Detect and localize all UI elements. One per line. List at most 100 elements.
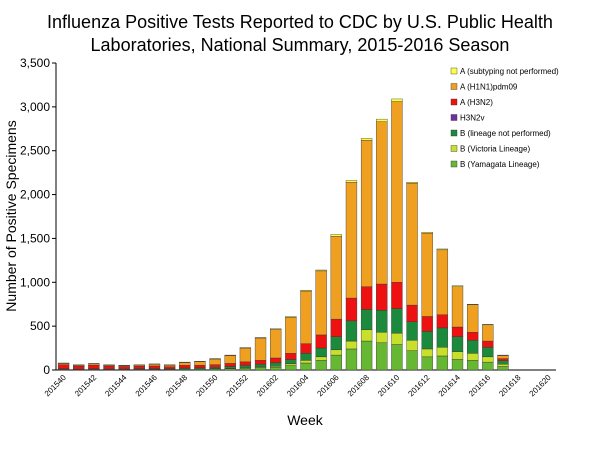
- bar-segment: [451, 285, 464, 287]
- bar-segment: [436, 314, 449, 329]
- bar-segment: [315, 360, 327, 371]
- chart-title: Laboratories, National Summary, 2015-201…: [91, 35, 510, 55]
- bar-segment: [360, 139, 373, 287]
- x-axis-title: Week: [287, 412, 324, 428]
- bar-segment: [345, 180, 358, 183]
- bar-segment: [330, 349, 342, 356]
- bar-segment: [406, 321, 418, 341]
- bar-segment: [360, 286, 373, 310]
- bar-segment: [270, 362, 282, 367]
- bar-segment: [194, 361, 206, 366]
- legend-swatch: [450, 83, 458, 90]
- bar-segment: [391, 332, 403, 345]
- bar-segment: [300, 362, 312, 371]
- bar-segment: [421, 316, 433, 332]
- bar-segment: [497, 366, 509, 371]
- bar-segment: [330, 354, 342, 371]
- bar-segment: [285, 359, 297, 365]
- bar-segment: [497, 360, 509, 365]
- bar-segment: [406, 304, 418, 322]
- bar-segment: [406, 350, 418, 371]
- bar-segment: [239, 347, 252, 363]
- y-tick-label: 3,000: [20, 100, 50, 114]
- bar-segment: [209, 358, 221, 365]
- legend-label: B (lineage not performed): [460, 129, 551, 138]
- y-tick-label: 0: [43, 363, 50, 377]
- bar-segment: [421, 232, 433, 317]
- bar-segment: [436, 355, 449, 371]
- bar-segment: [436, 346, 449, 357]
- legend-label: B (Victoria Lineage): [460, 145, 530, 154]
- bar-segment: [194, 364, 206, 369]
- bar-segment: [254, 364, 267, 368]
- bar-segment: [436, 249, 449, 315]
- bar-segment: [300, 353, 312, 361]
- bar-segment: [451, 326, 464, 337]
- bar-segment: [300, 343, 312, 354]
- bar-segment: [467, 339, 479, 354]
- y-axis-title: Number of Positive Specimens: [3, 120, 19, 311]
- bar-segment: [133, 366, 145, 369]
- bar-segment: [391, 344, 403, 371]
- bar-segment: [421, 356, 433, 371]
- bar-segment: [270, 357, 282, 364]
- bar-segment: [163, 364, 176, 367]
- bar-segment: [406, 182, 418, 184]
- bar-segment: [285, 365, 297, 371]
- bar-segment: [451, 336, 464, 352]
- bar-segment: [179, 365, 191, 369]
- bar-segment: [467, 304, 479, 333]
- bar-segment: [391, 98, 403, 102]
- bar-segment: [254, 337, 267, 361]
- bar-segment: [73, 365, 85, 370]
- legend-swatch: [450, 114, 458, 121]
- bar-segment: [360, 138, 373, 141]
- x-tick-label: 201608: [346, 373, 372, 399]
- bar-segment: [391, 308, 403, 334]
- bar-segment: [148, 364, 161, 367]
- chart-title: Influenza Positive Tests Reported to CDC…: [47, 12, 553, 32]
- bar-segment: [360, 340, 373, 371]
- x-tick-label: 201550: [194, 373, 220, 399]
- bar-segment: [421, 331, 433, 350]
- bar-segment: [300, 360, 312, 364]
- x-tick-label: 201548: [164, 373, 190, 399]
- bar-segment: [300, 289, 312, 292]
- x-tick-label: 201542: [73, 373, 99, 399]
- bar-segment: [315, 347, 327, 358]
- bar-segment: [360, 309, 373, 330]
- bar-segment: [57, 364, 70, 369]
- x-tick-label: 201552: [225, 373, 251, 399]
- bar-segment: [254, 367, 267, 371]
- y-tick-label: 1,000: [20, 275, 50, 289]
- bar-segment: [330, 336, 342, 351]
- bar-segment: [224, 363, 236, 367]
- bar-segment: [467, 353, 479, 361]
- bar-segment: [482, 361, 494, 371]
- bar-segment: [148, 365, 161, 369]
- bar-segment: [285, 363, 297, 366]
- bar-segment: [482, 356, 494, 363]
- bar-segment: [300, 290, 312, 344]
- bar-segment: [179, 362, 191, 366]
- bar-segment: [88, 364, 100, 369]
- bar-segment: [270, 329, 282, 359]
- legend-swatch: [450, 129, 458, 137]
- bar-segment: [451, 351, 464, 360]
- bar-segment: [376, 342, 388, 371]
- bar-segment: [345, 340, 358, 350]
- y-tick-label: 2,500: [20, 144, 50, 158]
- bar-segment: [497, 355, 509, 359]
- bar-segment: [239, 361, 252, 366]
- x-tick-label: 201606: [315, 373, 341, 399]
- bar-segment: [376, 332, 388, 344]
- x-tick-label: 201618: [497, 373, 523, 399]
- bar-segment: [421, 348, 433, 358]
- bar-segment: [497, 358, 509, 361]
- bar-segment: [467, 360, 479, 371]
- bar-segment: [315, 269, 327, 272]
- bar-segment: [376, 121, 388, 285]
- bar-segment: [482, 340, 494, 348]
- y-tick-label: 3,500: [20, 56, 50, 70]
